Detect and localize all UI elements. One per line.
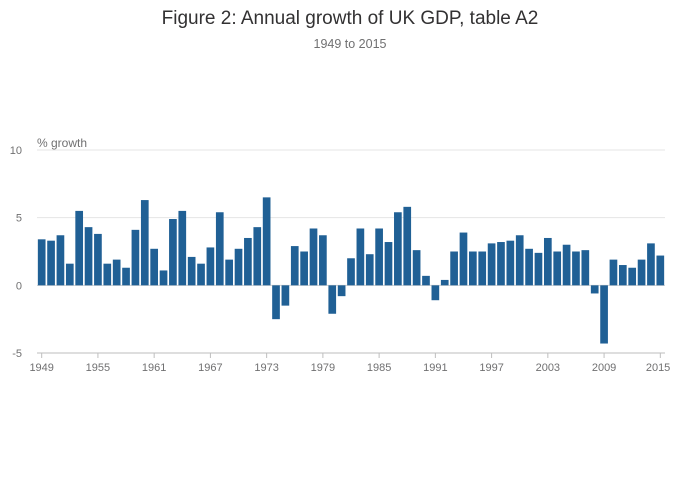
x-tick-label: 1949 (29, 362, 53, 374)
bar-1998[interactable] (497, 242, 505, 286)
bar-2005[interactable] (562, 244, 571, 286)
bar-1991[interactable] (431, 285, 440, 301)
bars (37, 197, 665, 344)
bar-1984[interactable] (365, 254, 374, 286)
bar-2009[interactable] (600, 285, 608, 344)
bar-1987[interactable] (394, 212, 402, 286)
x-tick-label: 1961 (142, 362, 166, 374)
bar-1978[interactable] (309, 228, 318, 286)
bar-1953[interactable] (75, 210, 84, 286)
x-tick-label: 2009 (592, 362, 616, 374)
bar-1964[interactable] (178, 210, 187, 286)
bar-1985[interactable] (375, 228, 383, 286)
bar-1994[interactable] (459, 232, 468, 286)
bar-1956[interactable] (103, 263, 112, 286)
bar-1952[interactable] (65, 263, 74, 286)
bar-1968[interactable] (215, 212, 224, 286)
bar-1977[interactable] (300, 251, 308, 286)
bar-1999[interactable] (506, 240, 515, 286)
bar-2003[interactable] (543, 237, 552, 286)
bar-2002[interactable] (534, 252, 543, 286)
gridlines (37, 149, 665, 354)
bar-1950[interactable] (47, 240, 55, 286)
bar-1996[interactable] (478, 251, 487, 286)
bar-1955[interactable] (94, 233, 102, 286)
bar-2010[interactable] (609, 259, 618, 286)
bar-1972[interactable] (253, 227, 262, 286)
bar-1981[interactable] (337, 285, 346, 297)
y-tick-label: 5 (16, 213, 22, 225)
bar-1995[interactable] (469, 251, 477, 286)
bar-2008[interactable] (590, 285, 599, 294)
y-axis-label: % growth (37, 136, 87, 150)
bar-1967[interactable] (206, 247, 215, 286)
bar-1969[interactable] (225, 259, 233, 286)
bar-2012[interactable] (628, 267, 637, 286)
x-tick-label: 1997 (479, 362, 503, 374)
bar-1966[interactable] (197, 263, 205, 286)
bar-1992[interactable] (440, 279, 449, 286)
bar-1962[interactable] (159, 270, 168, 286)
bar-1963[interactable] (169, 219, 177, 286)
bar-1970[interactable] (234, 248, 243, 286)
bar-2014[interactable] (647, 243, 655, 286)
x-tick-label: 1991 (423, 362, 447, 374)
bar-1973[interactable] (262, 197, 271, 286)
x-tick-label: 2015 (646, 362, 670, 374)
bar-1960[interactable] (140, 200, 149, 286)
bar-1951[interactable] (56, 235, 65, 286)
y-tick-label: -5 (12, 348, 22, 360)
bar-1971[interactable] (244, 237, 252, 286)
x-tick-label: 1973 (254, 362, 278, 374)
bar-1982[interactable] (347, 258, 355, 286)
x-tick-label: 1967 (198, 362, 222, 374)
bar-1958[interactable] (122, 267, 130, 286)
bar-2015[interactable] (656, 255, 665, 286)
bar-1989[interactable] (412, 250, 421, 286)
bar-1990[interactable] (422, 275, 430, 286)
bar-1961[interactable] (150, 248, 159, 286)
axes: -5 0 5 10 1949 1955 1961 1967 1973 1979 1985 1991 19… (10, 145, 671, 374)
bar-2004[interactable] (553, 251, 562, 286)
bar-2013[interactable] (637, 259, 646, 286)
bar-1954[interactable] (84, 227, 93, 286)
x-tick-label: 1985 (367, 362, 391, 374)
bar-1949[interactable] (37, 239, 46, 286)
bar-1993[interactable] (450, 251, 458, 286)
bar-1979[interactable] (319, 235, 327, 286)
y-tick-label: 10 (10, 145, 22, 157)
bar-1976[interactable] (290, 246, 299, 286)
bar-2006[interactable] (572, 251, 580, 286)
chart-title: Figure 2: Annual growth of UK GDP, table… (161, 8, 539, 29)
bar-1965[interactable] (187, 256, 196, 286)
x-tick-label: 2003 (536, 362, 560, 374)
x-tick-label: 1979 (311, 362, 335, 374)
chart-subtitle: 1949 to 2015 (313, 37, 387, 51)
bar-2007[interactable] (581, 250, 590, 286)
bar-2001[interactable] (525, 248, 533, 286)
bar-1957[interactable] (112, 259, 121, 286)
bar-1959[interactable] (131, 229, 140, 286)
bar-1975[interactable] (281, 285, 290, 306)
bar-1986[interactable] (384, 242, 393, 286)
bar-2000[interactable] (515, 235, 524, 286)
bar-1980[interactable] (328, 285, 337, 314)
x-tick-label: 1955 (86, 362, 110, 374)
y-tick-label: 0 (16, 280, 22, 292)
bar-1983[interactable] (356, 228, 365, 286)
bar-1997[interactable] (487, 243, 496, 286)
bar-1974[interactable] (272, 285, 280, 320)
bar-1988[interactable] (403, 206, 412, 286)
bar-2011[interactable] (618, 265, 627, 286)
